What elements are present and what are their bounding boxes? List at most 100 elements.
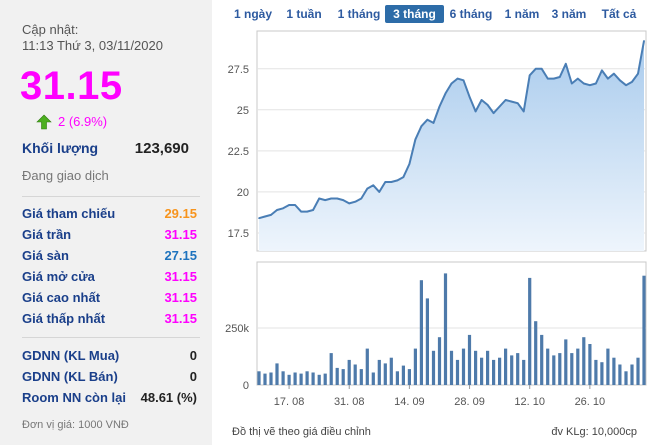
x-tick-label: 26. 10	[575, 396, 606, 408]
volume-bar	[443, 273, 448, 385]
stat-label: Giá sàn	[22, 248, 69, 263]
price-point	[282, 207, 284, 210]
volume-bar	[576, 348, 580, 385]
volume-bar	[419, 280, 423, 385]
volume-bar	[528, 277, 532, 385]
price-point	[438, 105, 441, 108]
stat-label: Giá cao nhất	[22, 290, 101, 305]
price-point	[510, 100, 513, 103]
price-point	[583, 82, 585, 85]
tab-3-years[interactable]: 3 năm	[551, 7, 587, 21]
divider	[22, 337, 200, 338]
x-tick-label: 17. 08	[274, 396, 305, 408]
volume-bar	[546, 348, 550, 385]
volume-bar	[311, 372, 315, 385]
volume-bar	[510, 355, 514, 385]
divider	[22, 196, 200, 197]
price-point	[564, 63, 567, 65]
volume-bar	[395, 371, 399, 385]
volume-bar	[600, 362, 604, 385]
price-point	[336, 197, 339, 200]
price-point	[324, 199, 326, 201]
tab-1-year[interactable]: 1 năm	[504, 7, 540, 21]
volume-bar	[275, 363, 279, 385]
stat-value: 27.15	[164, 248, 197, 263]
price-point	[408, 163, 411, 165]
volume-bar	[467, 334, 472, 385]
price-point	[270, 214, 272, 216]
stat-value: 48.61 (%)	[140, 390, 197, 405]
stat-row-floor: Giá sàn 27.15	[22, 248, 197, 266]
volume-bar	[642, 275, 646, 385]
volume-bar	[540, 334, 544, 385]
tab-6-months[interactable]: 6 tháng	[449, 7, 493, 21]
volume-bar	[552, 355, 556, 385]
volume-bar	[365, 348, 369, 385]
price-point	[342, 199, 345, 201]
stat-value: 31.15	[164, 269, 197, 284]
tab-1-month[interactable]: 1 tháng	[337, 7, 381, 21]
stat-value: 29.15	[164, 206, 197, 221]
x-tick-label: 12. 10	[514, 396, 545, 408]
volume-bar	[618, 364, 622, 385]
volume-bar	[425, 298, 429, 385]
price-chart: 17.5 20 22.5 25 27.5	[228, 30, 647, 252]
stock-summary-panel: Cập nhật: 11:13 Thứ 3, 03/11/2020 31.15 …	[0, 0, 212, 445]
volume-bar	[594, 359, 598, 385]
foreign-buy-row: GDNN (KL Mua) 0	[22, 348, 197, 366]
price-point	[432, 122, 435, 124]
volume-bar	[287, 374, 291, 386]
price-point	[330, 197, 332, 200]
volume-bar	[359, 369, 363, 385]
volume-bar	[323, 373, 327, 385]
stat-label: Giá trần	[22, 227, 72, 242]
stat-value: 31.15	[164, 290, 197, 305]
price-point	[414, 138, 417, 141]
footer-note-right: đv KLg: 10,000cp	[551, 426, 637, 438]
stat-label: Giá mở cửa	[22, 269, 95, 284]
volume-bar	[317, 374, 321, 386]
stat-row-ceiling: Giá trần 31.15	[22, 227, 197, 245]
price-point	[300, 210, 302, 213]
volume-bar	[389, 357, 393, 385]
tab-3-months[interactable]: 3 tháng	[385, 5, 444, 23]
price-point	[312, 209, 314, 211]
price-point	[258, 217, 260, 219]
volume-bar	[498, 357, 502, 385]
volume-bar	[455, 359, 460, 385]
stat-label: GDNN (KL Bán)	[22, 369, 118, 384]
price-point	[276, 209, 278, 211]
price-point	[402, 176, 405, 178]
tab-all[interactable]: Tất cả	[601, 7, 637, 21]
x-tick-label: 31. 08	[334, 396, 365, 408]
volume-bar	[383, 363, 387, 385]
price-change: 2 (6.9%)	[58, 114, 108, 129]
price-point	[306, 210, 308, 213]
price-point	[354, 200, 357, 203]
volume-bar	[534, 321, 538, 385]
volume-bar	[299, 373, 303, 385]
price-point	[444, 92, 447, 95]
x-tick-label: 28. 09	[454, 396, 485, 408]
stat-row-open: Giá mở cửa 31.15	[22, 269, 197, 287]
volume-bar	[624, 371, 628, 385]
volume-bar	[305, 371, 309, 385]
volume-bar	[329, 353, 333, 385]
tab-1-week[interactable]: 1 tuần	[286, 7, 322, 21]
price-point	[264, 215, 266, 218]
price-point	[558, 76, 561, 78]
stat-label: Giá tham chiếu	[22, 206, 116, 221]
volume-bar	[606, 348, 610, 385]
price-point	[601, 69, 603, 72]
price-point	[456, 77, 459, 80]
volume-bar	[474, 350, 478, 385]
volume-y-tick-label: 0	[243, 380, 249, 392]
footer-note-left: Đồ thị vẽ theo giá điều chỉnh	[232, 426, 371, 438]
volume-row: Khối lượng 123,690	[22, 140, 197, 158]
volume-bar	[480, 357, 484, 385]
tab-1-day[interactable]: 1 ngày	[233, 7, 272, 21]
updated-time: 11:13 Thứ 3, 03/11/2020	[22, 38, 163, 53]
price-point	[372, 184, 375, 187]
volume-bar	[516, 353, 520, 385]
